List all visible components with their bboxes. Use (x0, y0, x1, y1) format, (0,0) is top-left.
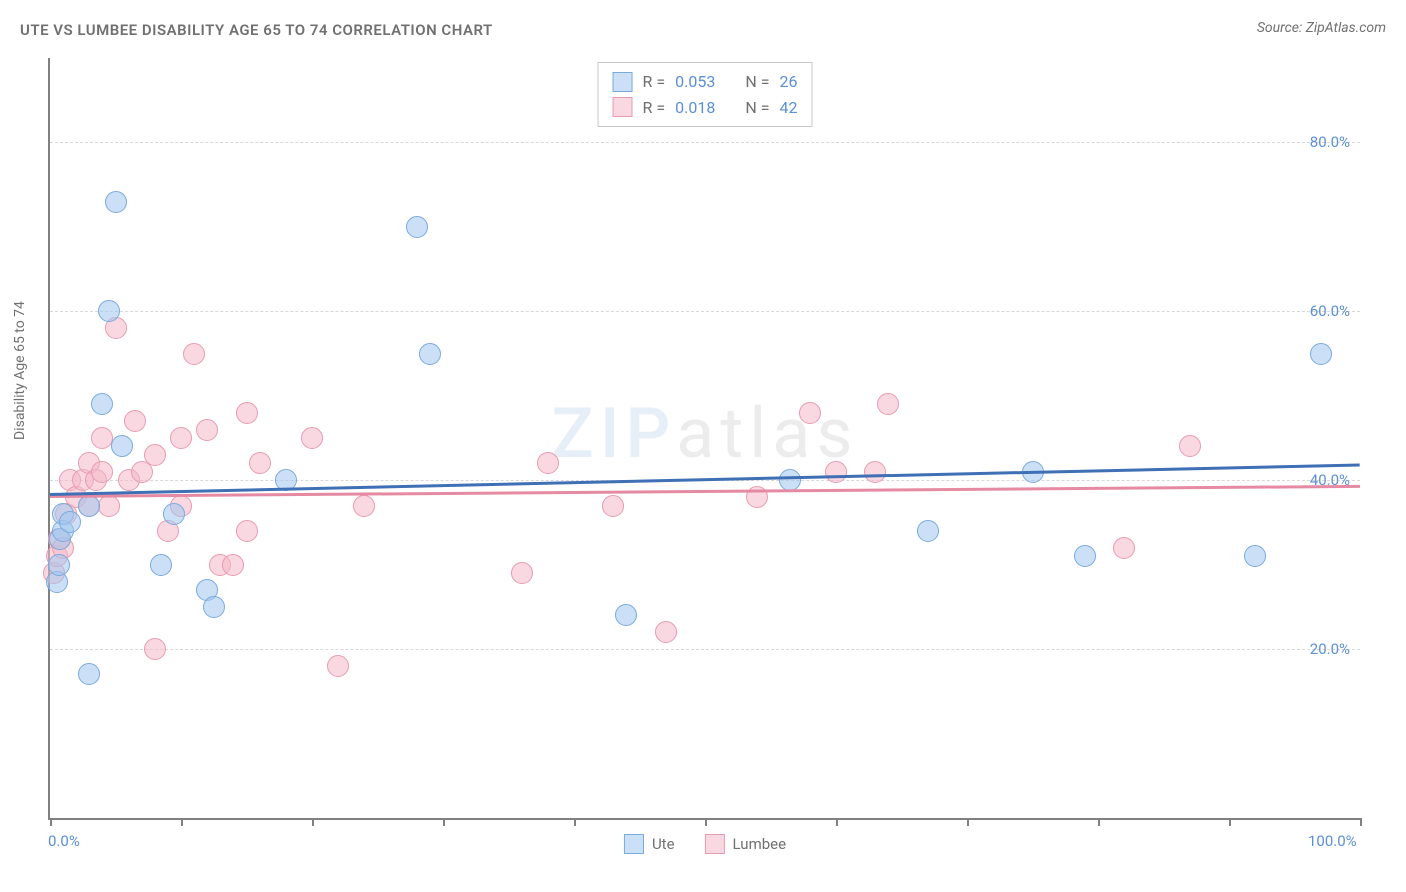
x-tick (1229, 818, 1231, 826)
ute-point (78, 495, 100, 517)
lumbee-point (222, 554, 244, 576)
lumbee-point (144, 444, 166, 466)
grid-line (50, 649, 1360, 650)
ute-swatch-icon (613, 72, 633, 92)
n-value: 42 (779, 95, 797, 121)
ute-point (1310, 343, 1332, 365)
ute-point (203, 596, 225, 618)
ute-point (91, 393, 113, 415)
lumbee-point (236, 520, 258, 542)
lumbee-point (1113, 537, 1135, 559)
x-tick (50, 818, 52, 826)
ute-point (105, 191, 127, 213)
lumbee-point (353, 495, 375, 517)
x-tick (181, 818, 183, 826)
legend-item-lumbee: Lumbee (705, 834, 787, 854)
grid-line (50, 142, 1360, 143)
lumbee-point (877, 393, 899, 415)
grid-line (50, 311, 1360, 312)
ute-point (406, 216, 428, 238)
legend-label: Lumbee (733, 835, 787, 853)
legend-series: Ute Lumbee (624, 834, 786, 854)
ute-point (615, 604, 637, 626)
plot-area: ZIPatlas R =0.053N =26R =0.018N =42 UteL… (48, 58, 1360, 820)
y-tick-label: 80.0% (1310, 133, 1350, 151)
lumbee-point (236, 402, 258, 424)
x-axis-max-label: 100.0% (1308, 832, 1357, 850)
x-tick (836, 818, 838, 826)
r-value: 0.018 (675, 95, 715, 121)
lumbee-point (327, 655, 349, 677)
lumbee-swatch-icon (613, 97, 633, 117)
ute-point (917, 520, 939, 542)
r-value: 0.053 (675, 69, 715, 95)
lumbee-point (98, 495, 120, 517)
x-tick (967, 818, 969, 826)
lumbee-point (864, 461, 886, 483)
lumbee-point (825, 461, 847, 483)
legend-stat-row: R = 0.018 N = 42 (613, 95, 798, 121)
ute-point (1074, 545, 1096, 567)
y-axis-title: Disability Age 65 to 74 (12, 301, 28, 440)
y-tick-label: 60.0% (1310, 302, 1350, 320)
ute-swatch-icon (624, 834, 644, 854)
x-tick (1098, 818, 1100, 826)
lumbee-point (144, 638, 166, 660)
lumbee-point (196, 419, 218, 441)
lumbee-point (602, 495, 624, 517)
lumbee-point (91, 461, 113, 483)
lumbee-point (170, 427, 192, 449)
lumbee-point (249, 452, 271, 474)
lumbee-point (655, 621, 677, 643)
lumbee-point (1179, 435, 1201, 457)
r-label: R = (643, 69, 666, 95)
x-tick (1360, 818, 1362, 826)
x-tick (443, 818, 445, 826)
legend-stats: R = 0.053 N = 26 R = 0.018 N = 42 (598, 62, 813, 127)
lumbee-point (124, 410, 146, 432)
ute-point (111, 435, 133, 457)
ute-point (419, 343, 441, 365)
lumbee-point (511, 562, 533, 584)
x-tick (574, 818, 576, 826)
legend-label: Ute (652, 835, 675, 853)
ute-point (59, 511, 81, 533)
ute-point (150, 554, 172, 576)
legend-item-ute: Ute (624, 834, 675, 854)
n-label: N = (745, 69, 769, 95)
ute-point (1244, 545, 1266, 567)
chart-title: UTE VS LUMBEE DISABILITY AGE 65 TO 74 CO… (20, 21, 493, 39)
chart-source: Source: ZipAtlas.com (1257, 20, 1386, 36)
r-label: R = (643, 95, 666, 121)
x-tick (312, 818, 314, 826)
ute-point (163, 503, 185, 525)
legend-stat-row: R = 0.053 N = 26 (613, 69, 798, 95)
ute-point (48, 554, 70, 576)
y-tick-label: 20.0% (1310, 640, 1350, 658)
ute-point (78, 663, 100, 685)
x-axis-min-label: 0.0% (48, 832, 80, 850)
lumbee-point (537, 452, 559, 474)
n-label: N = (745, 95, 769, 121)
lumbee-point (799, 402, 821, 424)
x-tick (705, 818, 707, 826)
n-value: 26 (779, 69, 797, 95)
lumbee-point (301, 427, 323, 449)
lumbee-point (183, 343, 205, 365)
lumbee-swatch-icon (705, 834, 725, 854)
ute-point (779, 469, 801, 491)
ute-point (98, 300, 120, 322)
